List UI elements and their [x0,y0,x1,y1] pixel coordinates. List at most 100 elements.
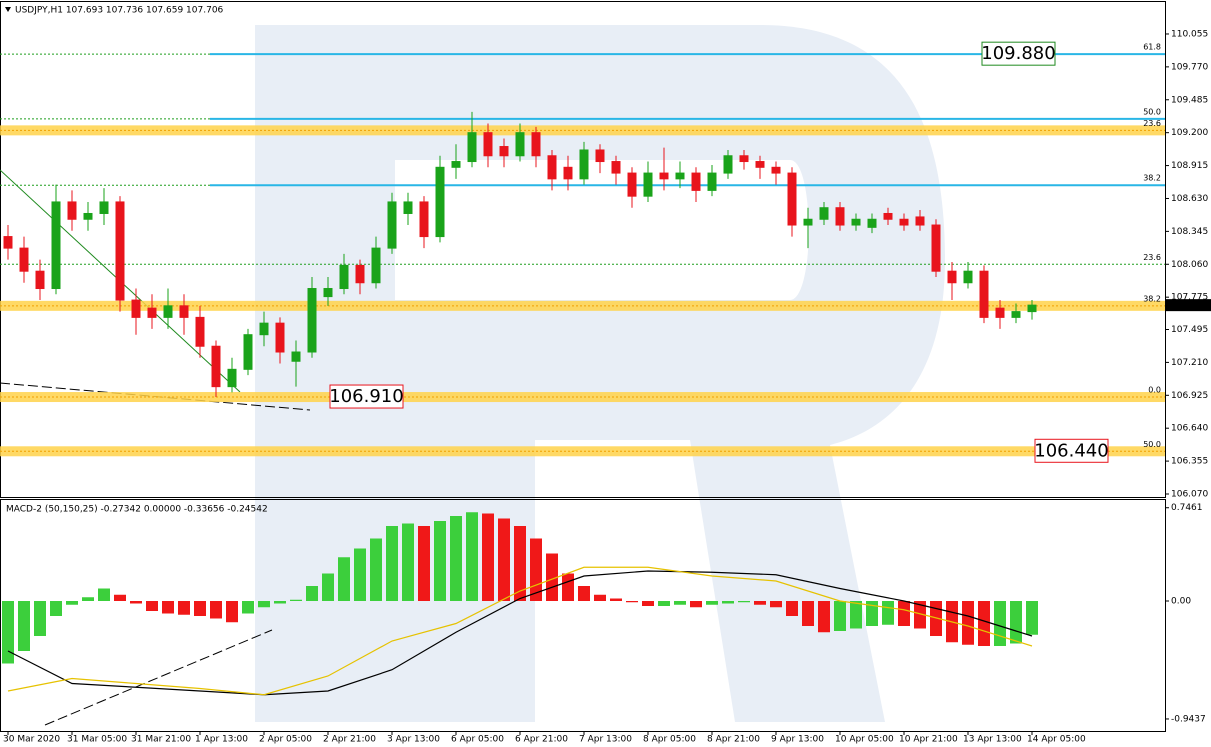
candle-body [419,201,429,238]
histogram-bar [226,601,238,623]
histogram-bar [274,601,286,604]
candle-body [915,216,925,226]
candle-body [387,201,397,249]
candle-body [691,172,701,191]
candle-body [467,132,477,163]
candle-body [531,132,541,157]
candle-body [579,149,589,180]
candle-body [979,270,989,318]
histogram-bar [994,601,1006,646]
price-box-label: 106.440 [1034,440,1108,461]
histogram-bar [130,601,142,604]
level-label: 61.8 [1143,43,1161,52]
x-tick-label: 31 Mar 05:00 [67,735,127,745]
macd-pane-frame [0,499,1166,732]
candle-body [835,207,845,226]
candle-body [83,212,93,220]
level-label: 50.0 [1143,440,1161,449]
histogram-bar [242,601,254,614]
histogram-bar [354,548,366,601]
x-tick-label: 10 Apr 21:00 [899,735,958,745]
candle-body [275,322,285,353]
histogram-bar [402,523,414,601]
histogram-bar [530,538,542,601]
histogram-bar [834,601,846,631]
candle-body [803,218,813,226]
candle-body [147,307,157,318]
candle-body [723,155,733,174]
candle-body [291,351,301,362]
level-label: 0.0 [1148,386,1161,395]
histogram-bar [882,601,894,625]
candle-body [163,305,173,318]
y-tick-label: 0.00 [1171,597,1191,607]
candle-body [3,236,13,249]
price-box [329,384,404,409]
histogram-bar [178,601,190,615]
histogram-bar [818,601,830,633]
histogram-bar [914,601,926,629]
price-title: USDJPY,H1 107.693 107.736 107.659 107.70… [15,6,224,16]
y-tick-label: 108.060 [1171,260,1208,270]
x-tick-label: 3 Apr 13:00 [387,735,440,745]
histogram-bar [626,601,638,603]
histogram-bar [386,526,398,601]
candle-body [435,166,445,238]
candle-body [195,316,205,347]
level-band [0,446,1165,457]
x-tick-label: 6 Apr 21:00 [515,735,568,745]
candle-body [19,247,29,272]
signal-line [7,566,1033,696]
y-tick-label: 106.070 [1171,489,1208,499]
histogram-bar [98,588,110,601]
histogram-bar [162,601,174,614]
x-tick-label: 9 Apr 13:00 [771,735,824,745]
histogram-bar [706,601,718,605]
histogram-bar [978,601,990,646]
candle-body [771,166,781,174]
candle-body [515,132,525,157]
candle-body [115,201,125,301]
histogram-bar [514,526,526,601]
histogram-bar [738,601,750,603]
level-label: 23.6 [1143,253,1161,262]
histogram-bar [434,521,446,601]
title-icon [5,7,11,12]
candle-body [627,172,637,197]
y-tick-label: 108.345 [1171,227,1208,237]
candle-body [659,172,669,180]
level-label: 38.2 [1143,294,1161,303]
histogram-bar [754,601,766,605]
histogram-bar [962,601,974,645]
y-tick-label: 107.210 [1171,358,1208,368]
candle-body [899,218,909,226]
y-tick-label: -0.9437 [1171,714,1206,724]
histogram-bar [450,516,462,601]
candle-body [243,334,253,370]
candle-body [931,224,941,272]
candle-body [867,218,877,228]
histogram-bar [338,557,350,601]
candle-body [35,270,45,290]
histogram-bar [578,586,590,601]
current-price-label: 107.706 [1169,301,1206,311]
candle-body [883,212,893,220]
candle-body [307,288,317,353]
candle-body [1011,311,1021,318]
histogram-bar [562,573,574,601]
y-tick-label: 0.7461 [1171,503,1203,513]
x-tick-label: 30 Mar 2020 [3,735,60,745]
candle-body [611,161,621,174]
histogram-bar [306,586,318,601]
histogram-bar [546,553,558,601]
histogram-bar [210,601,222,619]
histogram-bar [18,601,30,651]
x-tick-label: 7 Apr 13:00 [579,735,632,745]
histogram-bar [866,601,878,626]
x-tick-label: 13 Apr 13:00 [963,735,1022,745]
candle-body [947,270,957,284]
candle-body [675,172,685,180]
y-tick-label: 107.495 [1171,325,1208,335]
candle-body [563,166,573,180]
